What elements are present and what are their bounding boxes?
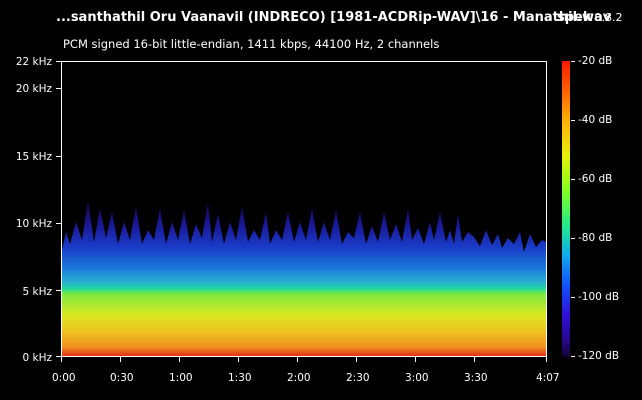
spectrogram[interactable] xyxy=(61,61,547,357)
time-label-2-30: 2:30 xyxy=(346,372,370,384)
db-color-scale xyxy=(562,61,570,357)
db-tick xyxy=(571,356,575,357)
freq-label-15khz: 15 kHz xyxy=(15,151,52,163)
file-title: ...santhathil Oru Vaanavil (INDRECO) [19… xyxy=(56,10,612,25)
freq-tick xyxy=(56,223,61,224)
app-name: spek 0.8.2 xyxy=(557,10,623,25)
time-tick xyxy=(474,357,475,362)
db-label-100: -100 dB xyxy=(578,291,620,303)
db-label-40: -40 dB xyxy=(578,114,613,126)
spectrogram-mask xyxy=(62,62,546,252)
time-label-3-00: 3:00 xyxy=(405,372,429,384)
db-tick xyxy=(571,61,575,62)
time-label-0-30: 0:30 xyxy=(110,372,134,384)
freq-tick xyxy=(56,290,61,291)
time-label-3-30: 3:30 xyxy=(464,372,488,384)
freq-label-0khz: 0 kHz xyxy=(22,352,52,364)
db-tick xyxy=(571,120,575,121)
freq-label-5khz: 5 kHz xyxy=(22,286,52,298)
freq-label-22khz: 22 kHz xyxy=(15,56,52,68)
db-tick xyxy=(571,297,575,298)
time-tick xyxy=(238,357,239,362)
db-label-120: -120 dB xyxy=(578,350,620,362)
freq-label-10khz: 10 kHz xyxy=(15,218,52,230)
time-tick xyxy=(120,357,121,362)
time-tick xyxy=(356,357,357,362)
time-tick xyxy=(546,357,547,362)
time-label-1-00: 1:00 xyxy=(169,372,193,384)
time-tick xyxy=(179,357,180,362)
time-label-4-07: 4:07 xyxy=(536,372,560,384)
freq-tick xyxy=(56,88,61,89)
time-label-1-30: 1:30 xyxy=(228,372,252,384)
db-tick xyxy=(571,238,575,239)
freq-tick xyxy=(56,156,61,157)
app-version: 0.8.2 xyxy=(594,11,623,24)
time-label-0-00: 0:00 xyxy=(52,372,76,384)
db-label-20: -20 dB xyxy=(578,55,613,67)
time-label-2-00: 2:00 xyxy=(287,372,311,384)
db-tick xyxy=(571,179,575,180)
freq-tick xyxy=(56,356,61,357)
db-label-60: -60 dB xyxy=(578,173,613,185)
time-tick xyxy=(61,357,62,362)
app-name-label: spek xyxy=(557,10,592,25)
db-label-80: -80 dB xyxy=(578,232,613,244)
freq-tick xyxy=(56,61,61,62)
time-tick xyxy=(297,357,298,362)
audio-info: PCM signed 16-bit little-endian, 1411 kb… xyxy=(63,37,440,51)
freq-label-20khz: 20 kHz xyxy=(15,83,52,95)
time-tick xyxy=(415,357,416,362)
